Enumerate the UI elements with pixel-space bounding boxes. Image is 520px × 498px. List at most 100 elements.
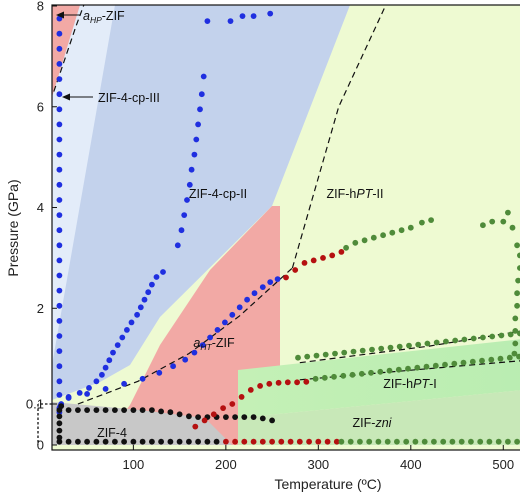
data-point-green	[451, 360, 458, 367]
boundary-line-2	[291, 5, 387, 269]
data-point-green	[440, 438, 447, 445]
data-point-green	[512, 340, 519, 347]
data-point-green	[375, 438, 382, 445]
data-point-blue	[56, 212, 63, 219]
data-point-blue	[250, 13, 257, 19]
data-point-green	[414, 364, 421, 371]
data-point-blue	[197, 106, 203, 113]
data-point-green	[332, 350, 338, 357]
y-axis-title: Pressure (GPa)	[5, 179, 21, 276]
region-aht-zif	[100, 206, 280, 445]
x-axis-ticks: 100200300400500600	[123, 445, 514, 472]
data-point-green	[452, 337, 459, 344]
data-point-blue	[119, 334, 126, 341]
low-pressure-bracket	[37, 403, 52, 445]
data-point-green	[431, 438, 437, 445]
data-point-blue	[56, 151, 63, 158]
data-point-green	[486, 438, 493, 445]
data-point-blue	[239, 13, 246, 19]
data-point-blue	[207, 334, 214, 341]
data-point-blue	[56, 61, 63, 67]
boundary-line-1	[77, 267, 293, 405]
data-point-green	[378, 345, 385, 352]
data-point-blue	[56, 121, 63, 128]
data-point-blue	[186, 181, 193, 188]
data-point-blue	[184, 197, 190, 203]
data-point-black	[139, 438, 146, 445]
data-point-green	[377, 368, 384, 375]
data-point-blue	[56, 363, 63, 370]
data-point-green	[405, 365, 411, 372]
data-point-black	[112, 438, 118, 445]
y-tick-label: 0.1	[26, 397, 44, 412]
data-point-blue	[156, 369, 163, 376]
data-point-blue	[56, 106, 63, 113]
data-point-green	[428, 217, 434, 224]
data-point-red	[229, 401, 236, 407]
data-point-black	[213, 438, 220, 445]
data-point-black	[93, 407, 100, 413]
data-point-green	[514, 290, 520, 297]
data-point-blue	[56, 392, 63, 398]
data-point-green	[386, 367, 393, 374]
data-point-black	[186, 413, 192, 420]
data-point-blue	[134, 311, 141, 318]
y-tick-label: 4	[37, 200, 44, 215]
data-point-green	[368, 369, 374, 376]
data-point-green	[396, 343, 403, 350]
data-point-black	[250, 414, 257, 420]
data-point-green	[407, 224, 414, 231]
data-point-red	[320, 255, 326, 261]
data-point-blue	[56, 136, 63, 143]
data-point-black	[204, 438, 211, 445]
data-point-blue	[191, 151, 198, 158]
data-point-blue	[102, 386, 109, 392]
data-point-blue	[76, 390, 83, 396]
data-point-green	[470, 335, 477, 342]
data-point-blue	[56, 181, 63, 188]
data-point-green	[514, 302, 520, 309]
data-point-blue	[56, 302, 63, 309]
annotation-arrows	[56, 11, 93, 101]
data-point-green	[347, 438, 354, 445]
data-point-blue	[56, 287, 63, 294]
data-point-green	[295, 354, 301, 361]
data-point-blue	[56, 242, 63, 249]
data-point-black	[223, 414, 229, 420]
data-point-blue	[200, 73, 207, 80]
region-zif-zni	[238, 390, 520, 445]
data-point-green	[443, 338, 449, 345]
data-series	[56, 10, 520, 445]
data-point-green	[369, 346, 375, 353]
region-label: ZIF-4	[97, 426, 127, 440]
data-point-black	[65, 438, 72, 445]
data-point-green	[433, 339, 440, 346]
data-point-red	[310, 257, 317, 264]
data-point-blue	[56, 15, 63, 22]
data-point-red	[201, 417, 208, 424]
data-point-green	[477, 438, 484, 445]
data-point-red	[278, 438, 285, 445]
data-point-black	[130, 407, 137, 413]
data-point-red	[259, 438, 266, 445]
data-point-blue	[244, 296, 251, 303]
data-point-blue	[191, 349, 198, 356]
data-point-black	[112, 407, 118, 413]
data-point-green	[395, 366, 402, 373]
data-point-black	[158, 408, 165, 415]
data-point-green	[432, 362, 439, 369]
data-point-black	[102, 438, 109, 445]
data-point-black	[75, 438, 81, 445]
data-point-blue	[145, 289, 152, 296]
data-point-black	[56, 438, 63, 445]
data-point-green	[313, 352, 320, 359]
data-point-red	[238, 394, 245, 400]
data-point-blue	[195, 121, 202, 128]
data-point-green	[500, 218, 507, 225]
data-point-black	[58, 403, 65, 409]
data-point-blue	[259, 284, 266, 290]
data-point-black	[121, 438, 127, 445]
data-point-black	[241, 414, 248, 420]
data-point-blue	[137, 304, 144, 311]
data-point-blue	[86, 385, 92, 391]
